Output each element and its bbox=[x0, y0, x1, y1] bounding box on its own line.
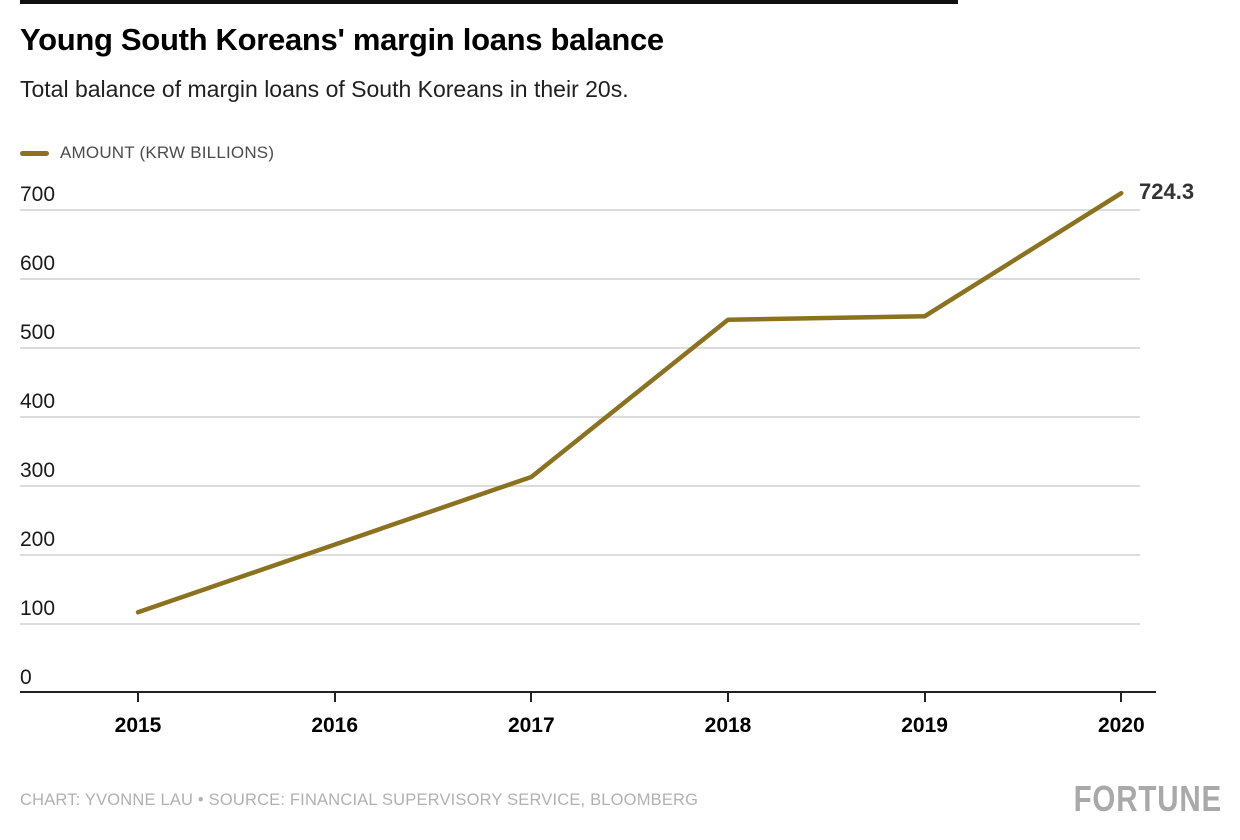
x-tick-label-2015: 2015 bbox=[114, 714, 162, 737]
x-tick-mark-2018 bbox=[727, 693, 729, 702]
gridline-y-600 bbox=[20, 278, 1140, 280]
x-tick-mark-2020 bbox=[1120, 693, 1123, 702]
series-line-amount bbox=[135, 190, 1124, 615]
x-tick-mark-2019 bbox=[923, 693, 926, 702]
gridline-y-200 bbox=[20, 554, 1140, 556]
legend: AMOUNT (KRW BILLIONS) bbox=[20, 143, 274, 163]
x-tick-label-2017: 2017 bbox=[507, 714, 555, 737]
gridline-y-400 bbox=[20, 416, 1140, 418]
gridline-y-100 bbox=[20, 623, 1140, 625]
x-tick-label-2019: 2019 bbox=[901, 714, 948, 737]
x-axis-line bbox=[20, 691, 1156, 693]
top-rule bbox=[20, 0, 958, 4]
chart-subtitle: Total balance of margin loans of South K… bbox=[20, 76, 629, 102]
gridline-y-500 bbox=[20, 347, 1140, 349]
x-tick-label-2020: 2020 bbox=[1097, 714, 1145, 737]
y-tick-label-700: 700 bbox=[20, 183, 56, 206]
y-tick-label-400: 400 bbox=[20, 390, 56, 413]
gridline-y-700 bbox=[20, 209, 1140, 211]
gridline-y-300 bbox=[20, 485, 1140, 487]
y-tick-label-100: 100 bbox=[20, 597, 56, 620]
x-tick-label-2018: 2018 bbox=[704, 714, 752, 737]
x-tick-mark-2015 bbox=[137, 693, 139, 702]
legend-line-swatch bbox=[20, 150, 49, 156]
legend-label: AMOUNT (KRW BILLIONS) bbox=[60, 143, 275, 162]
x-tick-mark-2016 bbox=[333, 693, 336, 702]
chart-title: Young South Koreans' margin loans balanc… bbox=[20, 22, 664, 57]
y-tick-label-500: 500 bbox=[20, 321, 56, 344]
end-value-label: 724.3 bbox=[1139, 179, 1195, 204]
y-tick-label-0: 0 bbox=[20, 666, 32, 689]
y-tick-label-300: 300 bbox=[20, 459, 56, 482]
x-tick-label-2016: 2016 bbox=[311, 714, 359, 737]
y-tick-label-600: 600 bbox=[20, 252, 56, 275]
fortune-logo: FORTUNE bbox=[1073, 778, 1222, 819]
x-tick-mark-2017 bbox=[530, 693, 533, 702]
y-tick-label-200: 200 bbox=[20, 528, 56, 551]
footer-credit: CHART: YVONNE LAU • SOURCE: FINANCIAL SU… bbox=[20, 790, 699, 809]
